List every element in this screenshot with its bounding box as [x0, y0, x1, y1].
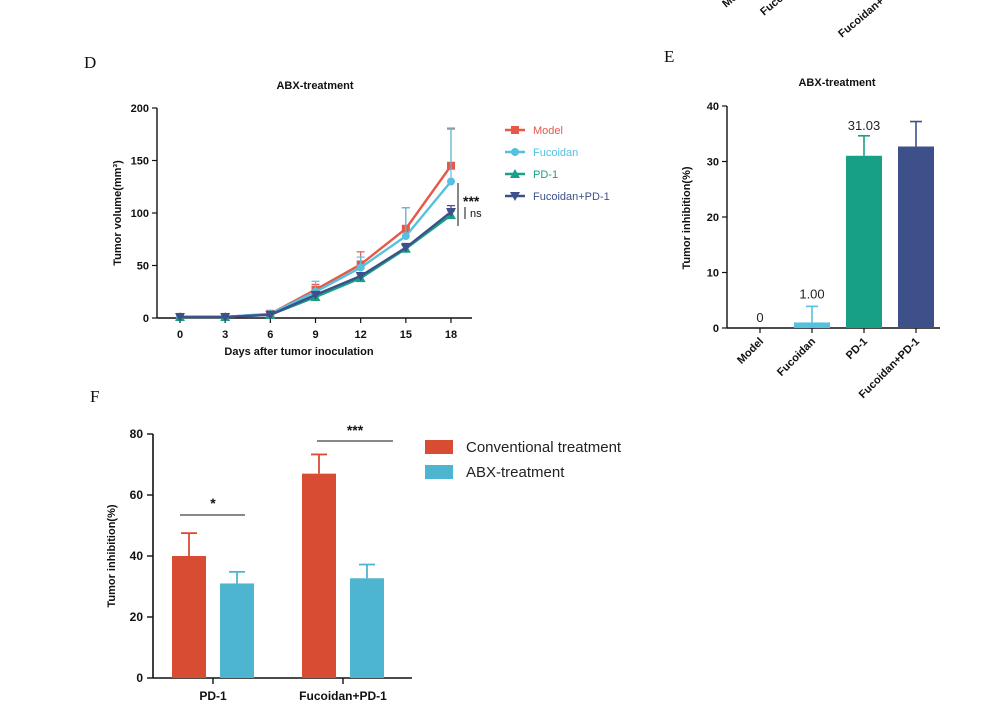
- panel-f-legend: Conventional treatment ABX-treatment: [425, 439, 622, 481]
- panel-d-xtick-label: 9: [312, 329, 318, 341]
- panel-e-ytick-label: 30: [707, 157, 719, 169]
- panel-d-legend-marker: [511, 148, 519, 156]
- panel-d-significance: *** ns: [457, 183, 482, 226]
- panel-e-bar-chart: ABX-treatment Tumor inhibition(%) 0 10 20 3…: [681, 77, 940, 401]
- panel-d-sig-stars: ***: [463, 193, 480, 209]
- panel-d-ylabel: Tumor volume(mm³): [112, 160, 124, 266]
- panel-e-ytick-label: 10: [707, 268, 719, 280]
- panel-d-point: [175, 312, 185, 322]
- panel-d-series-combo: [175, 205, 456, 322]
- panel-e-data-label: 1.00: [799, 286, 824, 301]
- panel-d-xtick-label: 18: [445, 329, 457, 341]
- panel-d-line-chart: ABX-treatment Days after tumor inoculati…: [112, 80, 610, 358]
- panel-d-series: [175, 127, 456, 322]
- panel-d-ytick-label: 200: [131, 103, 149, 115]
- panel-e-ylabel: Tumor inhibition(%): [681, 166, 693, 269]
- panel-f-legend-swatch: [425, 440, 453, 454]
- panel-d-ytick-label: 0: [143, 313, 149, 325]
- top-fragment-label-3: Fucoidan+: [836, 0, 886, 40]
- panel-e-xtick-label: Model: [735, 336, 766, 367]
- panel-d-point: [356, 263, 365, 272]
- panel-e-ytick-label: 0: [713, 323, 719, 335]
- panel-d-xtick-label: 15: [400, 329, 412, 341]
- panel-e-bar: [794, 322, 830, 328]
- panel-d-point: [220, 312, 231, 322]
- panel-d-legend-label: Fucoidan: [533, 147, 578, 159]
- panel-e-bars: 0 1.00 31.03: [756, 118, 934, 328]
- panel-f-ytick-label: 40: [130, 549, 144, 563]
- panel-d-point: [447, 177, 455, 186]
- panel-d-ytick-label: 150: [131, 156, 149, 168]
- panel-e-ytick-label: 20: [707, 212, 719, 224]
- panel-d-xlabel: Days after tumor inoculation: [224, 346, 373, 358]
- panel-d-legend: Model Fucoidan PD-1 Fucoidan+PD-1: [505, 125, 610, 203]
- top-fragment-label-2: Fucoi: [758, 0, 788, 18]
- panel-f-ytick-label: 60: [130, 488, 144, 502]
- panel-d-xtick-label: 0: [177, 329, 183, 341]
- panel-e-bar: [846, 155, 882, 328]
- panel-f-bar: [302, 473, 336, 678]
- panel-e-ytick-label: 40: [707, 101, 719, 113]
- panel-f-bar: [220, 583, 254, 678]
- panel-d-xtick-label: 6: [267, 329, 273, 341]
- panel-e-bar: [898, 146, 934, 328]
- panel-f-bars: [172, 453, 384, 678]
- panel-f-legend-label: Conventional treatment: [466, 439, 622, 456]
- panel-f-ytick-label: 0: [136, 671, 143, 685]
- panel-d-legend-label: PD-1: [533, 169, 558, 181]
- top-fragment: Mo Fucoi Fucoidan+: [720, 0, 886, 40]
- panel-d-point: [400, 243, 411, 253]
- panel-d-xtick-label: 12: [355, 329, 367, 341]
- panel-d-legend-marker: [510, 192, 520, 201]
- panel-f-sig-stars-2: ***: [347, 422, 364, 438]
- panel-d-axes: 0 50 100 150 200 0 3 6 9 12 15 18: [131, 103, 472, 341]
- panel-f-ylabel: Tumor inhibition(%): [106, 504, 118, 607]
- panel-letter-e: E: [664, 47, 674, 66]
- panel-d-legend-label: Model: [533, 125, 563, 137]
- panel-letter-d: D: [84, 53, 96, 72]
- panel-d-point: [310, 290, 321, 300]
- top-fragment-label-1: Mo: [720, 0, 740, 10]
- panel-d-point: [401, 232, 410, 241]
- panel-f-legend-label: ABX-treatment: [466, 464, 565, 481]
- panel-d-ytick-label: 100: [131, 208, 149, 220]
- panel-f-ytick-label: 80: [130, 427, 144, 441]
- panel-letter-f: F: [90, 387, 99, 406]
- panel-f-sig-stars-1: *: [210, 495, 216, 511]
- panel-d-xtick-label: 3: [222, 329, 228, 341]
- panel-d-series-line: [180, 211, 452, 319]
- panel-d-legend-marker: [510, 169, 520, 178]
- panel-f-xtick-label: PD-1: [199, 689, 227, 703]
- panel-f-legend-swatch: [425, 465, 453, 479]
- panel-f-xtick-label: Fucoidan+PD-1: [299, 689, 387, 703]
- panel-f-ytick-label: 20: [130, 610, 144, 624]
- panel-f-axes: 0 20 40 60 80 PD-1 Fucoidan+PD-1: [130, 427, 412, 703]
- panel-f-bar: [350, 578, 384, 678]
- panel-e-data-label: 0: [756, 310, 763, 325]
- panel-d-legend-label: Fucoidan+PD-1: [533, 191, 610, 203]
- panel-e-xtick-label: PD-1: [844, 336, 870, 362]
- panel-f-bar: [172, 556, 206, 678]
- panel-f-significance: * ***: [180, 422, 393, 516]
- panel-d-point: [265, 310, 276, 320]
- panel-f-grouped-bar-chart: Tumor inhibition(%) 0 20 40 60 80 PD-1 Fucoida…: [106, 422, 622, 703]
- panel-d-ns-label: ns: [470, 208, 482, 220]
- panel-d-legend-marker: [511, 126, 519, 134]
- panel-e-xtick-label: Fucoidan: [775, 335, 818, 378]
- panel-e-title: ABX-treatment: [798, 77, 875, 89]
- panel-d-ytick-label: 50: [137, 261, 149, 273]
- panel-d-point: [446, 207, 456, 217]
- panel-d-point: [355, 272, 366, 281]
- panel-d-title: ABX-treatment: [276, 80, 353, 92]
- panel-e-data-label: 31.03: [848, 118, 881, 133]
